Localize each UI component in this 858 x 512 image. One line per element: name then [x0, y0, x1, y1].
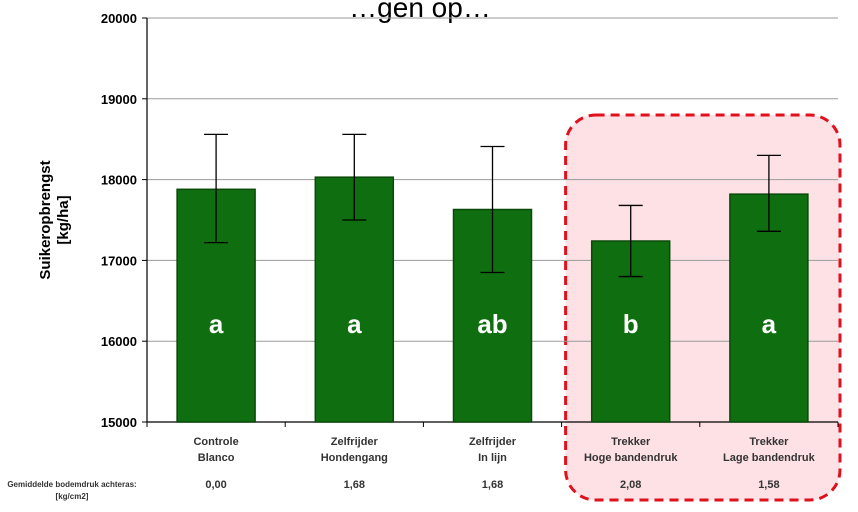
pressure-value: 1,58: [758, 479, 779, 491]
significance-letter: b: [623, 309, 639, 339]
x-tick-label-line: Controle: [193, 436, 238, 448]
y-tick-label: 16000: [101, 334, 137, 349]
y-tick-label: 15000: [101, 415, 137, 430]
pressure-value: 1,68: [344, 479, 365, 491]
bar: [729, 193, 809, 423]
significance-letter: a: [347, 309, 362, 339]
x-tick-label-line: Hondengang: [321, 452, 388, 464]
x-tick-label-line: Zelfrijder: [469, 436, 517, 448]
y-tick-label: 19000: [101, 92, 137, 107]
pressure-label-line: Gemiddelde bodemdruk achteras:: [7, 480, 136, 489]
x-tick-label: Trekker Hoge bandendruk: [584, 436, 678, 464]
x-tick-label-line: Lage bandendruk: [723, 452, 816, 464]
x-tick-label-line: Blanco: [198, 452, 235, 464]
x-tick-label-line: Hoge bandendruk: [584, 452, 678, 464]
y-tick-label: 18000: [101, 173, 137, 188]
pressure-value: 0,00: [205, 479, 226, 491]
y-axis-label: Suikeropbrengst[kg/ha]: [37, 160, 72, 279]
y-tick-label: 20000: [101, 11, 137, 26]
pressure-label-line: [kg/cm2]: [56, 492, 89, 501]
chart-title: …gen op…: [349, 0, 491, 23]
y-axis-label-line: Suikeropbrengst: [37, 160, 54, 279]
x-tick-label: Trekker Lage bandendruk: [723, 436, 816, 464]
x-tick-label: Controle Blanco: [193, 436, 238, 464]
y-axis-label-line: [kg/ha]: [55, 195, 72, 244]
x-tick-label: Zelfrijder In lijn: [469, 436, 517, 464]
x-tick-label: Zelfrijder Hondengang: [321, 436, 388, 464]
pressure-label: Gemiddelde bodemdruk achteras: [kg/cm2]: [7, 480, 136, 501]
significance-letter: a: [209, 309, 224, 339]
significance-letter: a: [762, 309, 777, 339]
pressure-value: 2,08: [620, 479, 641, 491]
x-tick-label-line: Trekker: [749, 436, 789, 448]
y-tick-label: 17000: [101, 253, 137, 268]
x-tick-label-line: Trekker: [611, 436, 651, 448]
pressure-value: 1,68: [482, 479, 503, 491]
x-tick-label-line: Zelfrijder: [331, 436, 379, 448]
x-tick-label-line: In lijn: [478, 452, 507, 464]
significance-letter: ab: [477, 309, 507, 339]
